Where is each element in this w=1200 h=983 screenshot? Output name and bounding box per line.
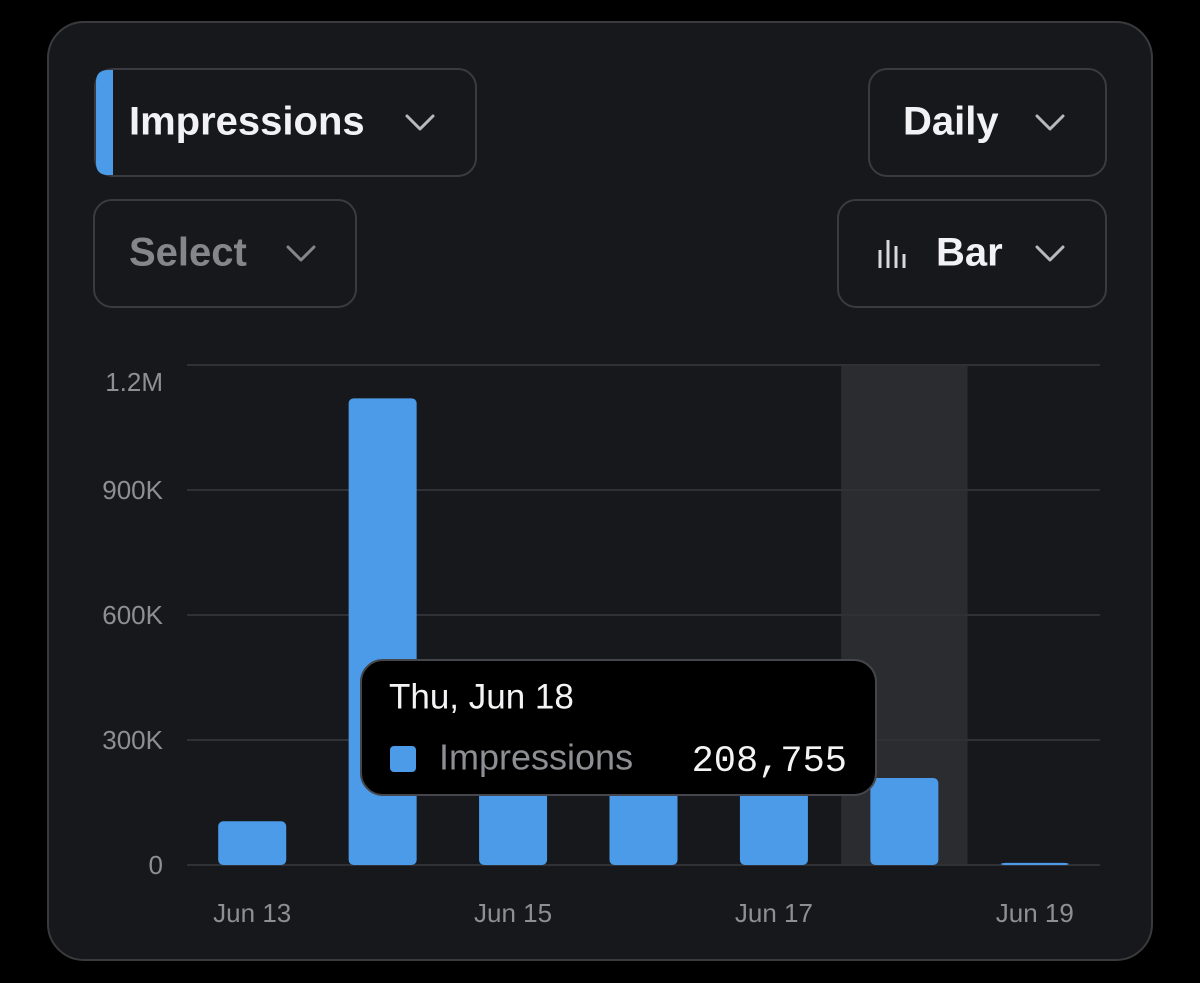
tooltip-series: Impressions bbox=[439, 737, 633, 778]
tooltip-box bbox=[360, 659, 877, 796]
bar bbox=[609, 785, 678, 865]
x-tick-label: Jun 13 bbox=[213, 898, 291, 928]
x-tick-label: Jun 19 bbox=[996, 898, 1074, 928]
bar bbox=[1000, 862, 1069, 865]
x-tick-label: Jun 17 bbox=[735, 898, 813, 928]
tooltip-title: Thu, Jun 18 bbox=[389, 677, 574, 716]
dropdown-box[interactable] bbox=[868, 68, 1107, 177]
tooltip: Thu, Jun 18 Impressions 208,755 bbox=[360, 659, 877, 796]
dropdown-box[interactable] bbox=[93, 199, 357, 308]
dropdown-box[interactable] bbox=[837, 199, 1107, 308]
metric-dropdown[interactable]: Impressions bbox=[94, 68, 477, 177]
plot: 0 300K 600K 900K 1.2M Jun 13 Jun 15 Jun 17 Jun 1… bbox=[102, 364, 1100, 928]
y-tick-label: 300K bbox=[102, 725, 163, 755]
compare-dropdown[interactable]: Select bbox=[93, 199, 357, 308]
y-tick-label: 0 bbox=[149, 850, 163, 880]
bar bbox=[218, 821, 287, 865]
bar bbox=[739, 781, 808, 865]
chart-type-dropdown[interactable]: Bar bbox=[837, 199, 1107, 308]
legend-swatch bbox=[390, 746, 416, 772]
chevron bbox=[405, 114, 435, 131]
bar bbox=[870, 778, 939, 865]
y-tick-label: 1.2M bbox=[105, 367, 163, 397]
dropdown-label[interactable]: Select bbox=[129, 231, 247, 275]
dropdown-label[interactable]: Daily bbox=[903, 100, 999, 144]
x-tick-label: Jun 15 bbox=[474, 898, 552, 928]
dropdown-label[interactable]: Impressions bbox=[129, 100, 365, 144]
y-tick-label: 900K bbox=[102, 475, 163, 505]
chevron bbox=[286, 245, 316, 262]
bar-icon bbox=[878, 240, 906, 268]
dropdown-label[interactable]: Bar bbox=[936, 231, 1003, 275]
tooltip-value: 208,755 bbox=[692, 741, 847, 783]
chevron bbox=[1035, 245, 1065, 262]
accent-strip bbox=[96, 70, 113, 175]
dropdown-box[interactable] bbox=[94, 68, 477, 177]
chevron bbox=[1035, 114, 1065, 131]
interval-dropdown[interactable]: Daily bbox=[868, 68, 1107, 177]
bar bbox=[479, 781, 548, 865]
y-tick-label: 600K bbox=[102, 600, 163, 630]
